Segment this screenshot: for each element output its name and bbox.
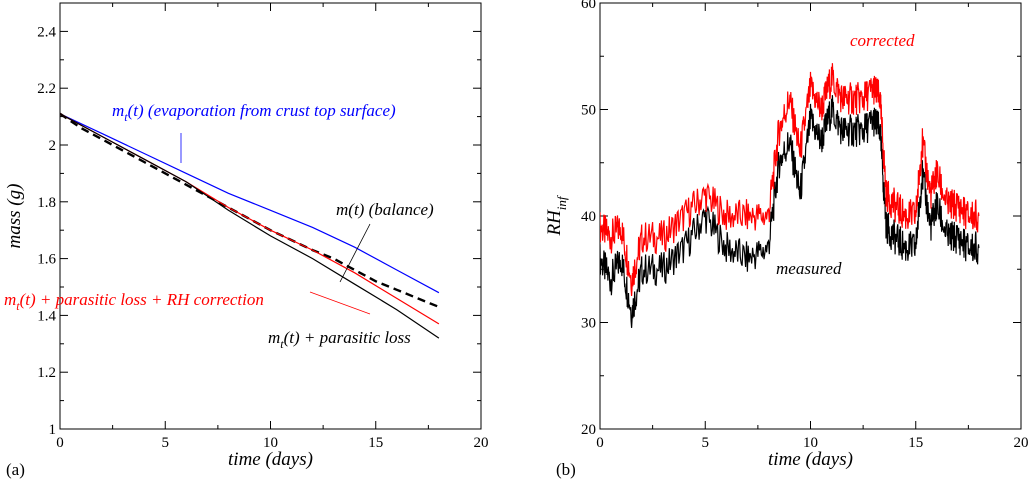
annotation-4-rest: (t) + parasitic loss — [284, 328, 412, 347]
annotation-1-base: m — [112, 101, 124, 120]
x-tick-label: 20 — [1014, 435, 1028, 451]
y-tick-label: 20 — [581, 422, 596, 438]
plot-frame — [599, 2, 1022, 430]
y-tick-label: 40 — [581, 209, 596, 225]
series-line-1 — [60, 113, 440, 294]
annotation-3-rest: (t) + parasitic loss + RH correction — [20, 290, 264, 309]
panel-label: (a) — [6, 460, 25, 479]
annotation-2: m(t) (balance) — [336, 200, 434, 219]
x-tick-label: 15 — [368, 435, 383, 451]
x-tick-label: 10 — [263, 435, 278, 451]
x-axis-title: time (days) — [768, 449, 853, 470]
x-tick-label: 20 — [474, 435, 489, 451]
y-axis-title-sub: inf — [554, 194, 569, 210]
y-axis-title-base: RH — [544, 209, 565, 237]
annotation-4-sub: t — [280, 337, 284, 351]
annotation-3-base: m — [4, 290, 16, 309]
y-axis-title: RHinf — [544, 194, 569, 236]
annotation-1-base: corrected — [850, 31, 915, 50]
annotation-4-base: m — [268, 328, 280, 347]
annotation-2: measured — [776, 259, 842, 278]
chart-panel-b: 0 5 10 15 20 20 30 40 50 60 time (days) RHinf (b) cor… — [544, 0, 1028, 479]
y-axis-title: mass (g) — [4, 184, 25, 249]
x-tick-label: 15 — [908, 435, 923, 451]
x-tick-label: 5 — [702, 435, 710, 451]
y-tick-label: 1.4 — [37, 308, 56, 324]
annotation-1: corrected — [850, 31, 915, 50]
y-tick-label: 60 — [581, 0, 596, 12]
annotation-1-sub: t — [124, 110, 128, 124]
chart-panel-a: 0 5 10 15 20 1 1.2 1.4 1.6 1.8 2 2.2 2.4 time (days) m… — [4, 2, 489, 479]
panel-label: (b) — [556, 460, 576, 479]
x-tick-label: 10 — [803, 435, 818, 451]
y-tick-label: 50 — [581, 103, 596, 119]
annotation-3-sub: t — [16, 299, 20, 313]
series-line-1 — [600, 95, 980, 328]
x-tick-label: 0 — [56, 435, 64, 451]
x-tick-label: 0 — [596, 435, 604, 451]
y-tick-label: 1.6 — [37, 252, 56, 268]
x-axis-title: time (days) — [228, 449, 313, 470]
annotation-leader — [309, 291, 371, 315]
y-tick-label: 30 — [581, 316, 596, 332]
y-tick-label: 1.2 — [37, 365, 56, 381]
y-tick-label: 2.2 — [37, 81, 56, 97]
annotation-1: mt(t) (evaporation from crust top surfac… — [112, 101, 396, 124]
y-tick-label: 1.8 — [37, 195, 56, 211]
x-tick-label: 5 — [162, 435, 170, 451]
annotation-1-rest: (t) (evaporation from crust top surface) — [128, 101, 396, 120]
annotation-leader — [339, 223, 371, 283]
y-axis-title-base: mass (g) — [4, 184, 25, 249]
y-tick-label: 2 — [49, 138, 57, 154]
y-tick-label: 1 — [49, 422, 57, 438]
series-line-2 — [600, 63, 980, 297]
annotation-3: mt(t) + parasitic loss + RH correction — [4, 290, 264, 313]
annotation-2-base: m(t) (balance) — [336, 200, 434, 219]
annotation-2-base: measured — [776, 259, 842, 278]
series-line-4 — [60, 113, 440, 339]
annotation-4: mt(t) + parasitic loss — [268, 328, 411, 351]
y-tick-label: 2.4 — [37, 24, 56, 40]
